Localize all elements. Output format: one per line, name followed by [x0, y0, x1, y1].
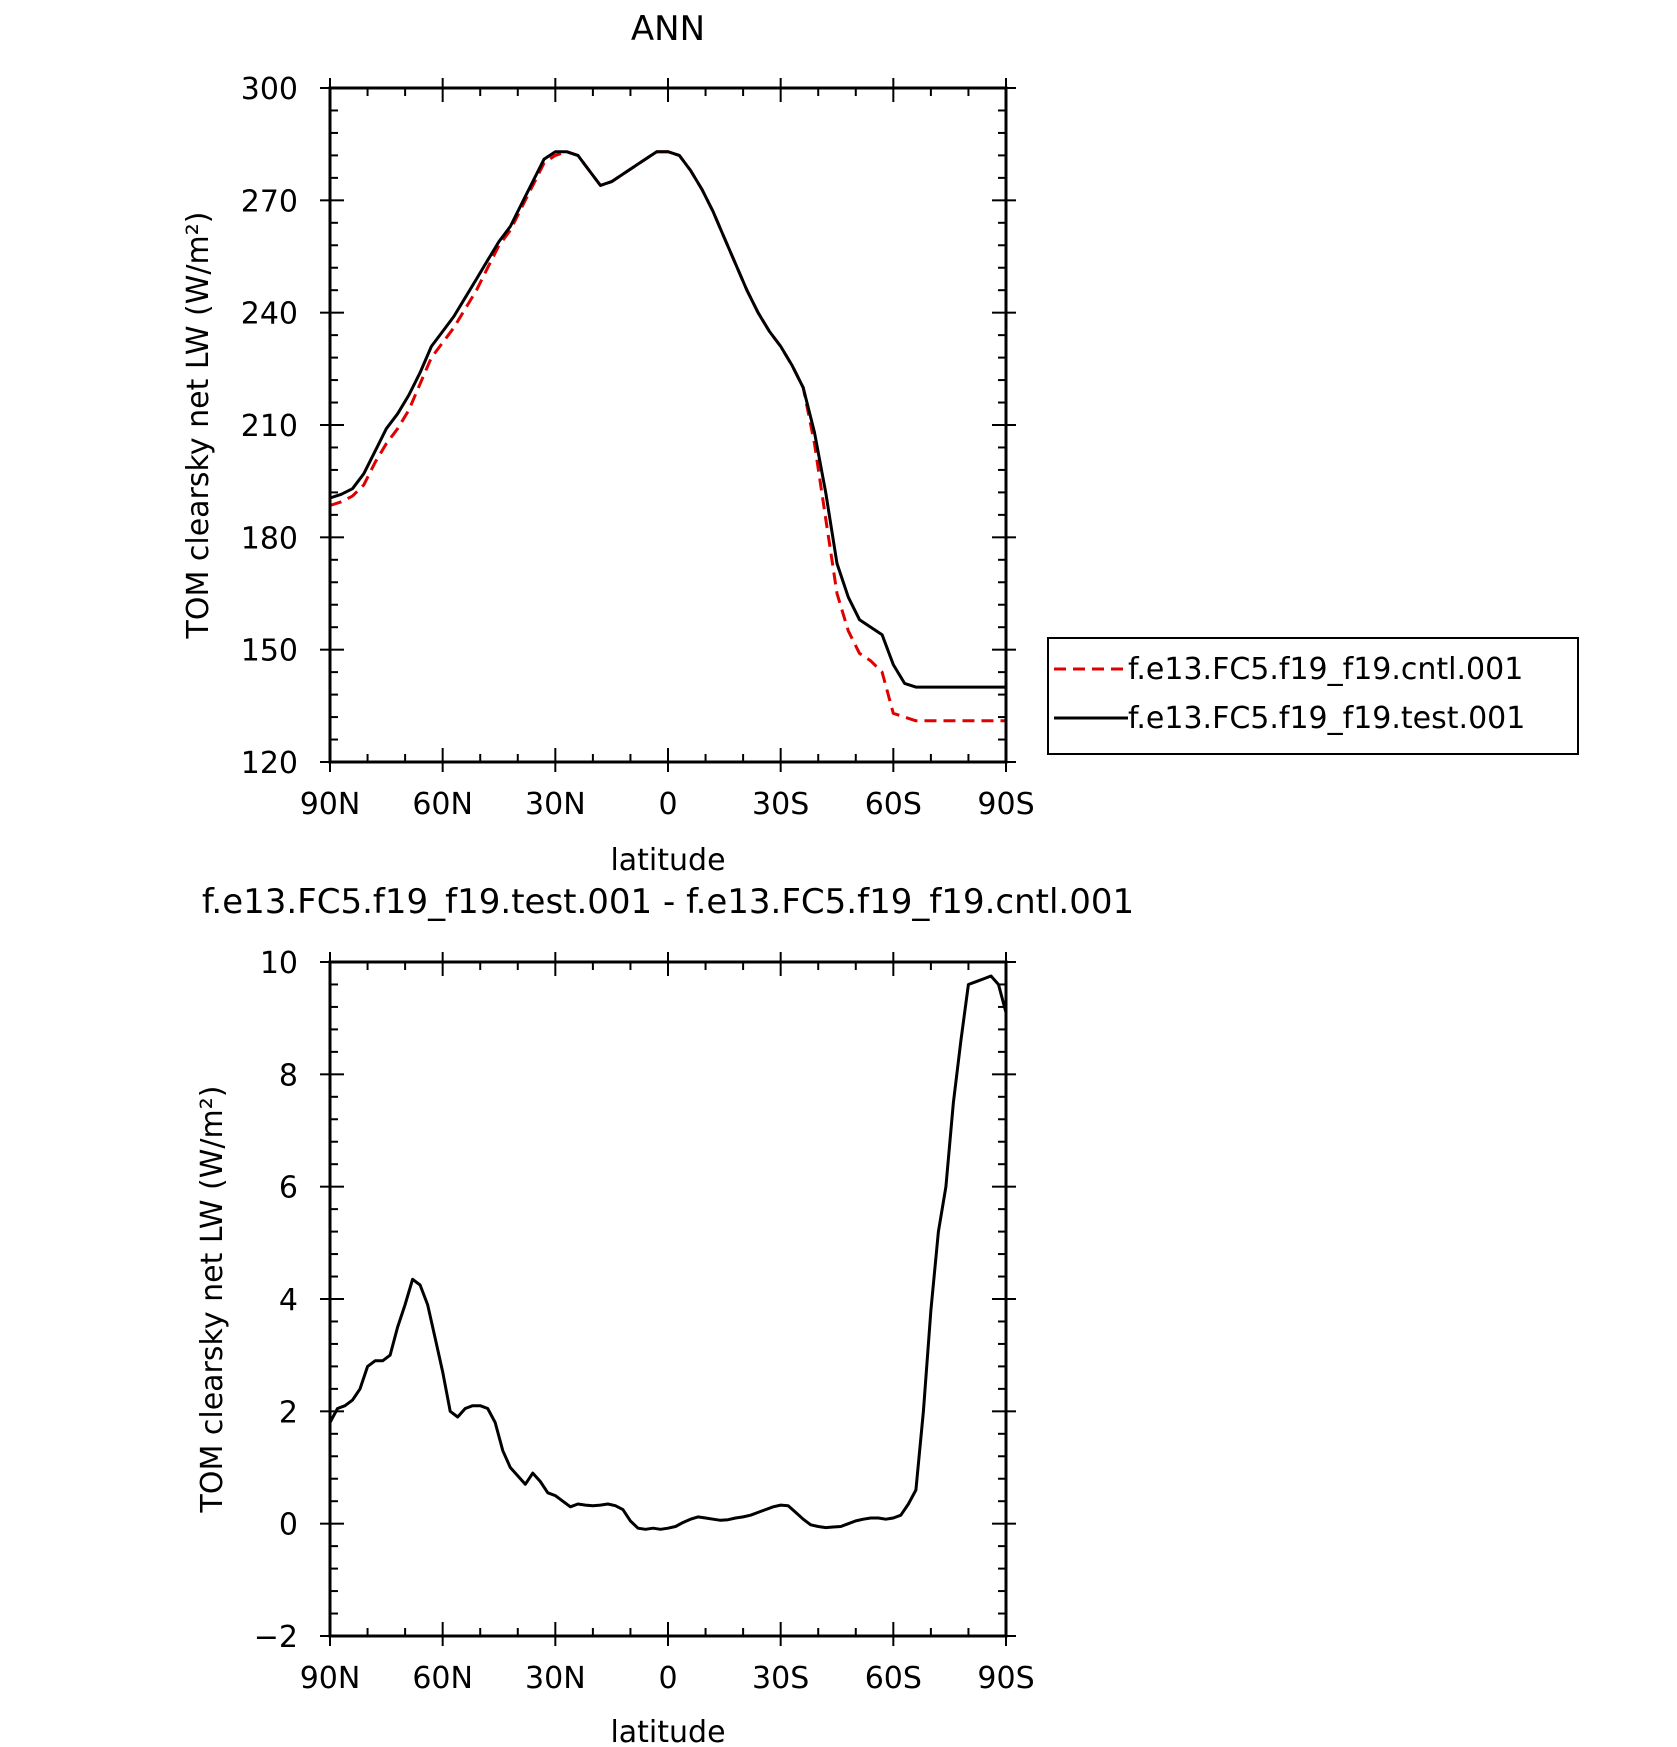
x-tick-label: 30N — [525, 787, 586, 822]
y-tick-label: 240 — [241, 297, 298, 332]
y-tick-label: 10 — [260, 946, 298, 981]
top-panel-series — [329, 150, 1006, 723]
top-plot-frame — [328, 86, 1008, 764]
x-tick-label: 60S — [865, 787, 922, 822]
top-legend: f.e13.FC5.f19_f19.cntl.001 f.e13.FC5.f19… — [1047, 637, 1579, 755]
top-ylabel: TOM clearsky net LW (W/m²) — [181, 212, 216, 640]
x-tick-label: 90S — [977, 1661, 1034, 1696]
legend-label-test: f.e13.FC5.f19_f19.test.001 — [1128, 701, 1525, 736]
y-tick-label: −2 — [254, 1620, 298, 1655]
y-tick-label: 120 — [241, 746, 298, 781]
top-panel: ANN 90N 60N 30N 0 30S 60S 90S 120 150 180 210 240 27… — [181, 9, 1579, 878]
y-tick-label: 0 — [279, 1508, 298, 1543]
bottom-panel-ticks: 90N 60N 30N 0 30S 60S 90S −2 0 2 4 6 8 10 — [254, 946, 1035, 1696]
y-tick-label: 270 — [241, 184, 298, 219]
series-line-panel1-0 — [328, 974, 1008, 1531]
x-tick-label: 60S — [865, 1661, 922, 1696]
legend-box — [1047, 637, 1579, 755]
x-tick-label: 30S — [752, 1661, 809, 1696]
x-tick-label: 90N — [300, 787, 361, 822]
top-panel-title: ANN — [631, 9, 705, 49]
x-tick-label: 0 — [658, 1661, 677, 1696]
x-tick-label: 60N — [412, 1661, 473, 1696]
y-tick-label: 8 — [279, 1058, 298, 1093]
y-tick-label: 2 — [279, 1395, 298, 1430]
x-tick-label: 30S — [752, 787, 809, 822]
bottom-panel: f.e13.FC5.f19_f19.test.001 - f.e13.FC5.f… — [195, 882, 1134, 1747]
legend-label-cntl: f.e13.FC5.f19_f19.cntl.001 — [1128, 652, 1523, 687]
top-xlabel: latitude — [610, 843, 725, 878]
top-panel-ticks: 90N 60N 30N 0 30S 60S 90S 120 150 180 210 240 270 300 — [241, 72, 1035, 822]
x-tick-label: 0 — [658, 787, 677, 822]
bottom-xlabel: latitude — [610, 1715, 725, 1747]
x-tick-label: 90S — [977, 787, 1034, 822]
bottom-plot-frame — [328, 960, 1008, 1638]
series-line-f.e13.FC5.f19_f19.test.001 — [329, 150, 1006, 689]
y-tick-label: 150 — [241, 634, 298, 669]
x-tick-label: 30N — [525, 1661, 586, 1696]
y-tick-label: 4 — [279, 1283, 298, 1318]
y-tick-label: 6 — [279, 1171, 298, 1206]
bottom-ylabel: TOM clearsky net LW (W/m²) — [195, 1086, 230, 1514]
y-tick-label: 180 — [241, 521, 298, 556]
y-tick-label: 210 — [241, 409, 298, 444]
bottom-panel-series — [328, 974, 1008, 1531]
x-tick-label: 90N — [300, 1661, 361, 1696]
y-tick-label: 300 — [241, 72, 298, 107]
bottom-panel-title: f.e13.FC5.f19_f19.test.001 - f.e13.FC5.f… — [202, 882, 1134, 922]
series-line-f.e13.FC5.f19_f19.cntl.001 — [329, 150, 1006, 723]
x-tick-label: 60N — [412, 787, 473, 822]
